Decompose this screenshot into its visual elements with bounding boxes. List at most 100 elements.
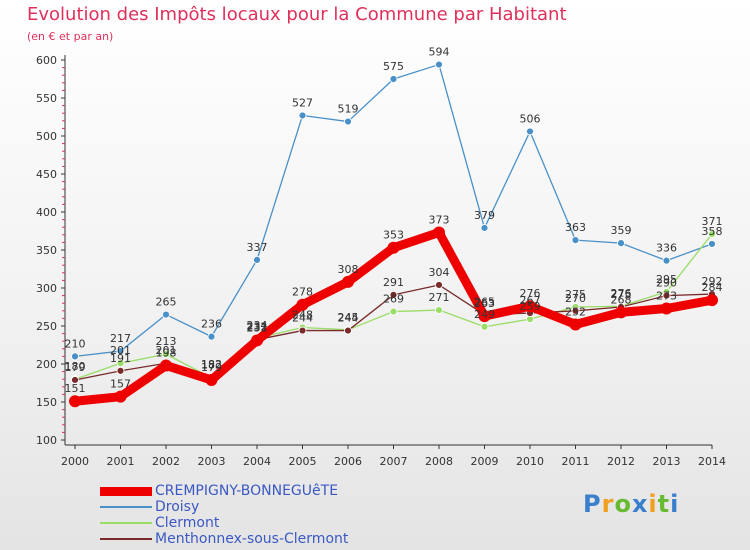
data-point	[433, 226, 445, 239]
data-point	[524, 300, 536, 313]
data-point	[205, 373, 218, 386]
data-point	[617, 239, 625, 248]
x-tick-label: 2012	[607, 455, 635, 468]
data-label: 359	[611, 224, 632, 237]
x-tick-label: 2014	[698, 455, 726, 468]
y-tick-label: 550	[36, 92, 57, 105]
data-label: 308	[338, 263, 359, 276]
data-label: 201	[110, 344, 131, 357]
data-point	[162, 310, 170, 319]
data-point	[344, 326, 352, 335]
data-label: 234	[247, 319, 268, 332]
logo-letter: r	[601, 490, 615, 518]
legend-label: Menthonnex-sous-Clermont	[155, 531, 349, 547]
y-tick-label: 600	[36, 54, 57, 67]
axes: 100 150 200 250 300 350 400 450 500 550 600 2000 200…	[36, 54, 726, 468]
y-tick-label: 400	[36, 206, 57, 219]
data-point	[116, 366, 125, 375]
data-label: 575	[383, 60, 404, 73]
data-point	[298, 111, 307, 120]
chart-subtitle: (en € et par an)	[27, 30, 114, 43]
data-point	[662, 256, 671, 265]
data-label: 292	[702, 275, 723, 288]
data-point	[69, 395, 81, 408]
data-label: 290	[656, 277, 677, 290]
series-layer	[69, 60, 718, 408]
data-point	[253, 255, 261, 264]
data-label: 353	[383, 229, 404, 242]
data-label: 151	[65, 382, 86, 395]
data-label: 269	[383, 293, 404, 306]
data-point	[478, 310, 491, 323]
data-label: 506	[520, 112, 541, 125]
x-tick-label: 2003	[198, 455, 226, 468]
x-tick-label: 2006	[334, 455, 362, 468]
legend-label: Clermont	[155, 515, 220, 531]
data-point	[571, 236, 580, 245]
legend-swatch	[100, 522, 152, 524]
data-label: 252	[565, 305, 586, 318]
data-point	[160, 359, 172, 372]
data-label: 284	[702, 281, 723, 294]
data-point	[298, 326, 307, 335]
data-label: 276	[611, 287, 632, 300]
logo-letter: o	[614, 490, 632, 518]
data-point	[389, 307, 398, 316]
data-label: 363	[565, 221, 586, 234]
data-label: 265	[156, 296, 177, 309]
data-label: 263	[474, 297, 495, 310]
proxiti-logo: Proxiti	[583, 490, 679, 518]
data-point	[435, 60, 443, 69]
data-point	[435, 306, 443, 314]
data-label: 179	[65, 361, 86, 374]
data-label: 291	[383, 276, 404, 289]
data-label: 183	[201, 358, 222, 371]
data-point	[526, 127, 534, 136]
legend-label: CREMPIGNY-BONNEGUêTE	[155, 483, 339, 499]
data-label: 278	[292, 286, 313, 299]
data-label: 295	[656, 273, 677, 286]
data-label: 358	[702, 225, 723, 238]
data-label: 275	[611, 288, 632, 301]
data-label: 249	[474, 308, 495, 321]
y-tick-label: 150	[36, 396, 57, 409]
logo-letter: i	[670, 490, 680, 518]
data-point	[162, 350, 170, 359]
logo-letter: x	[631, 490, 649, 518]
data-label: 379	[474, 209, 495, 222]
data-point	[660, 302, 673, 315]
data-point	[71, 376, 79, 384]
y-tick-label: 450	[36, 168, 57, 181]
data-point	[71, 352, 79, 361]
data-point	[207, 332, 216, 341]
y-tick-label: 350	[36, 244, 57, 257]
data-label: 271	[429, 291, 450, 304]
data-point	[706, 294, 718, 307]
x-tick-label: 2000	[61, 455, 89, 468]
x-tick-label: 2013	[653, 455, 681, 468]
data-label: 371	[702, 215, 723, 228]
data-point	[708, 230, 716, 238]
data-point	[480, 224, 489, 232]
data-point	[389, 75, 398, 83]
data-point	[344, 117, 352, 126]
data-label: 248	[292, 309, 313, 322]
data-label: 519	[338, 103, 359, 116]
x-tick-label: 2001	[107, 455, 135, 468]
x-tick-label: 2007	[380, 455, 408, 468]
data-label: 182	[201, 359, 222, 372]
chart-title: Evolution des Impôts locaux pour la Comm…	[27, 4, 567, 25]
data-label: 191	[110, 352, 131, 365]
x-tick-label: 2009	[471, 455, 499, 468]
data-label: 244	[292, 312, 313, 325]
data-point	[662, 291, 671, 300]
data-label: 275	[565, 288, 586, 301]
data-label: 527	[292, 96, 313, 109]
data-label: 236	[201, 318, 222, 331]
data-label: 273	[656, 290, 677, 303]
data-point	[296, 298, 309, 311]
data-point	[480, 322, 489, 331]
data-point	[569, 318, 582, 331]
data-label: 213	[156, 335, 177, 348]
data-label: 265	[474, 296, 495, 309]
